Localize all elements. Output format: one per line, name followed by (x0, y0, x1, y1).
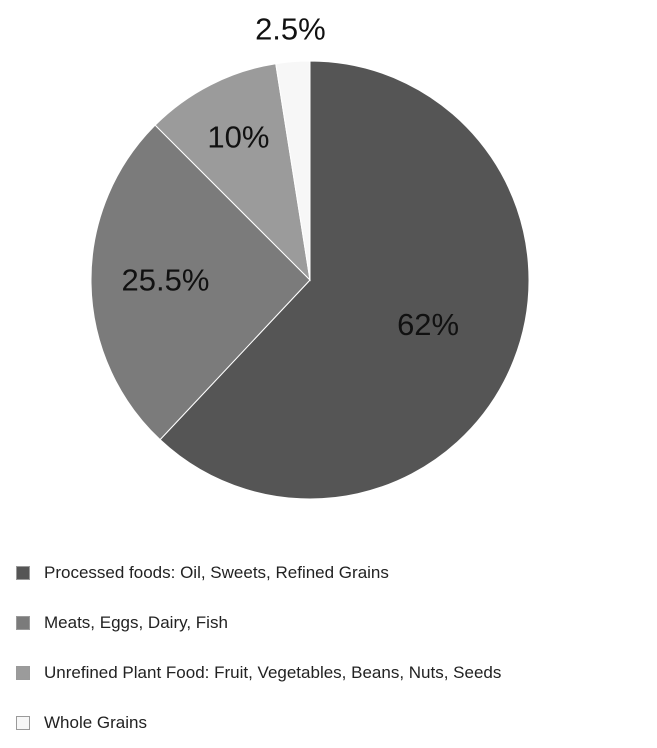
legend-swatch-0 (16, 566, 30, 580)
legend-label-3: Whole Grains (44, 713, 147, 732)
legend-label-2: Unrefined Plant Food: Fruit, Vegetables,… (44, 663, 502, 682)
legend-swatch-1 (16, 616, 30, 630)
pie-chart: 62% 25.5% 10% 2.5% (90, 11, 530, 500)
pie-slice-3 (275, 60, 311, 281)
legend-swatch-2 (16, 666, 30, 680)
pie-slice-2 (154, 63, 311, 282)
legend-item-2: Unrefined Plant Food: Fruit, Vegetables,… (16, 648, 656, 698)
legend-item-3: Whole Grains (16, 698, 656, 748)
pie-slice-label-2: 10% (207, 120, 269, 155)
pie-slice-label-3: 2.5% (255, 11, 326, 46)
pie-labels: 62% 25.5% 10% 2.5% (122, 11, 460, 342)
pie-slices (90, 60, 530, 500)
legend-label-1: Meats, Eggs, Dairy, Fish (44, 613, 228, 632)
legend-label-0: Processed foods: Oil, Sweets, Refined Gr… (44, 563, 389, 582)
legend: Processed foods: Oil, Sweets, Refined Gr… (16, 548, 656, 748)
pie-slice-1 (90, 124, 311, 441)
legend-item-1: Meats, Eggs, Dairy, Fish (16, 598, 656, 648)
pie-slice-0 (159, 60, 530, 500)
legend-item-0: Processed foods: Oil, Sweets, Refined Gr… (16, 548, 656, 598)
pie-slice-label-0: 62% (397, 307, 459, 342)
pie-slice-label-1: 25.5% (122, 262, 210, 297)
